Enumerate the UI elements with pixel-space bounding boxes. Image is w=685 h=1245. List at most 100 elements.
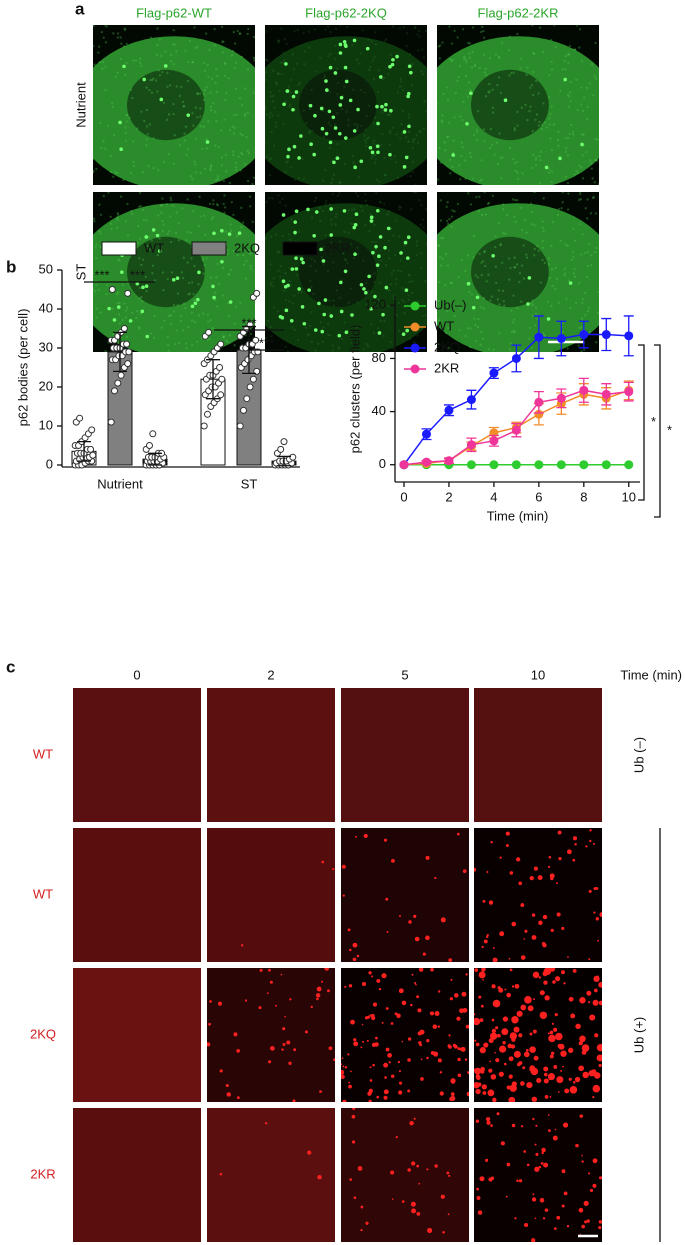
row-label: ST — [73, 264, 88, 281]
cluster — [513, 1026, 520, 1033]
speckle — [424, 207, 427, 211]
speckle — [534, 306, 538, 309]
speckle — [354, 192, 358, 195]
speckle — [384, 264, 388, 267]
speckle — [417, 29, 421, 33]
speckle — [387, 304, 390, 308]
cluster — [538, 920, 543, 926]
speckle — [194, 137, 198, 141]
cluster — [209, 1000, 212, 1003]
speckle — [513, 256, 516, 259]
speckle — [466, 254, 470, 257]
speckle — [313, 28, 316, 31]
speckle — [265, 78, 267, 82]
speckle — [194, 163, 197, 166]
cluster — [353, 1041, 359, 1047]
speckle — [322, 326, 325, 329]
point — [444, 405, 454, 415]
speckle — [212, 202, 215, 206]
speckle — [241, 152, 244, 156]
data-point — [76, 414, 84, 422]
column-header: Flag-p62-2KR — [478, 5, 559, 20]
speckle — [228, 129, 232, 132]
speckle — [480, 30, 483, 34]
cluster — [351, 1140, 356, 1144]
speckle — [371, 240, 374, 244]
speckle — [138, 57, 142, 60]
data-point — [204, 410, 211, 418]
point — [421, 429, 431, 439]
speckle — [265, 58, 268, 61]
speckle — [420, 70, 423, 73]
speckle — [110, 102, 114, 105]
puncta — [306, 207, 310, 212]
speckle — [485, 74, 488, 77]
speckle — [477, 317, 480, 321]
speckle — [347, 124, 350, 127]
puncta — [407, 124, 411, 129]
speckle — [516, 307, 519, 310]
row-label: WT — [33, 746, 53, 761]
point — [579, 460, 589, 470]
speckle — [98, 203, 101, 206]
cluster — [410, 1003, 413, 1007]
speckle — [347, 208, 351, 212]
cluster — [407, 1037, 412, 1041]
panel-label: c — [6, 657, 15, 676]
speckle — [550, 38, 553, 42]
speckle — [581, 109, 585, 113]
speckle — [406, 140, 410, 143]
speckle — [363, 134, 366, 137]
speckle — [573, 173, 576, 176]
group-label: Ub (–) — [631, 737, 646, 773]
speckle — [138, 286, 142, 290]
speckle — [131, 212, 134, 216]
speckle — [211, 215, 215, 219]
speckle — [399, 270, 403, 273]
speckle — [439, 199, 442, 202]
speckle — [365, 137, 369, 140]
speckle — [501, 289, 505, 292]
speckle — [413, 137, 416, 141]
speckle — [546, 300, 550, 303]
speckle — [93, 171, 95, 174]
puncta — [356, 107, 360, 112]
speckle — [424, 314, 427, 317]
speckle — [586, 105, 589, 109]
speckle — [283, 38, 286, 41]
speckle — [566, 244, 569, 248]
speckle — [345, 110, 348, 114]
speckle — [439, 161, 443, 164]
speckle — [249, 264, 252, 268]
speckle — [499, 91, 503, 95]
speckle — [136, 271, 140, 274]
speckle — [217, 282, 221, 286]
speckle — [153, 336, 156, 339]
speckle — [222, 294, 225, 297]
speckle — [334, 57, 337, 61]
speckle — [273, 106, 276, 109]
speckle — [447, 346, 450, 350]
speckle — [338, 240, 342, 243]
data-point — [200, 422, 208, 430]
speckle — [587, 306, 591, 309]
speckle — [102, 36, 105, 39]
speckle — [518, 272, 522, 275]
cluster — [568, 1047, 574, 1053]
speckle — [118, 259, 121, 262]
speckle — [472, 256, 475, 259]
speckle — [535, 156, 538, 159]
speckle — [215, 90, 219, 94]
speckle — [521, 172, 524, 175]
speckle — [575, 170, 578, 173]
speckle — [574, 301, 578, 305]
point — [489, 368, 499, 378]
speckle — [284, 272, 287, 275]
speckle — [197, 314, 201, 317]
speckle — [332, 173, 336, 177]
cluster — [563, 982, 566, 985]
puncta — [466, 281, 471, 286]
speckle — [529, 202, 533, 205]
cluster — [499, 1045, 507, 1053]
x-tick-label: 10 — [622, 489, 636, 504]
